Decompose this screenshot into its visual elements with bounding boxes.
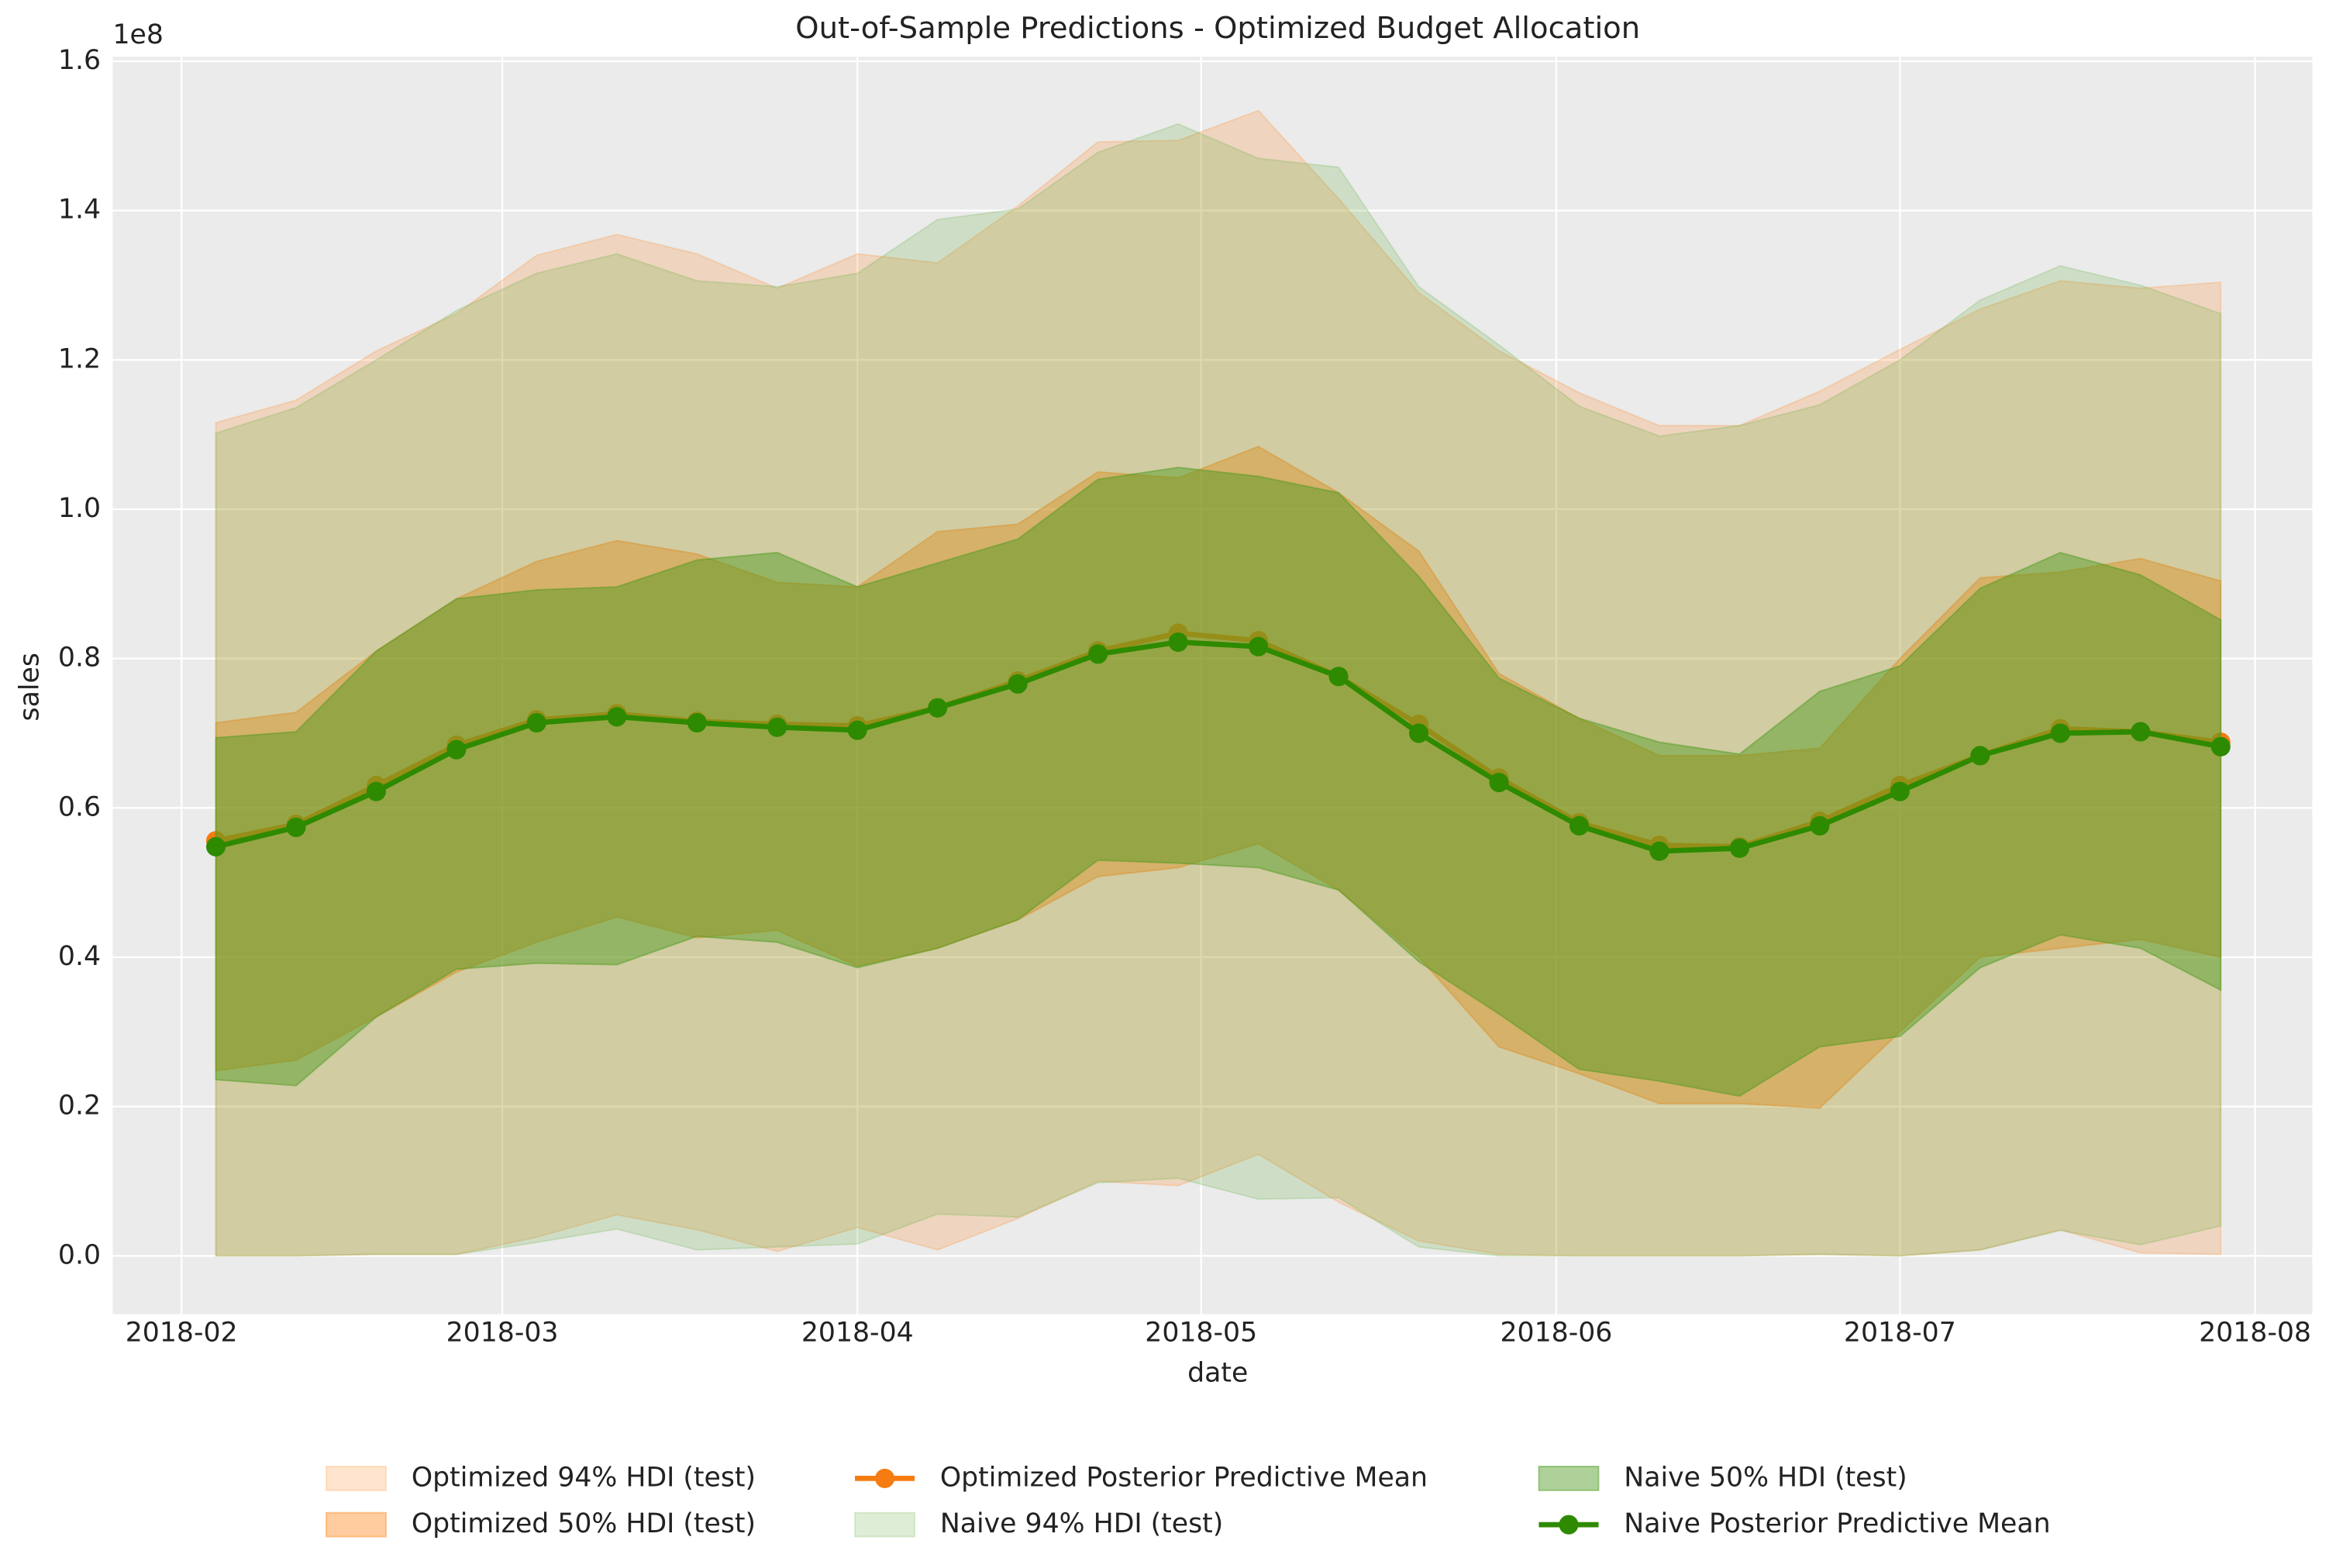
mean-point bbox=[1008, 674, 1028, 694]
mean-point bbox=[2050, 723, 2070, 743]
mean-point bbox=[1649, 841, 1669, 861]
hdi-band bbox=[215, 122, 2222, 1257]
chart-title: Out-of-Sample Predictions - Optimized Bu… bbox=[795, 11, 1640, 46]
mean-point bbox=[1168, 632, 1188, 652]
y-tick-label: 1.2 bbox=[58, 343, 101, 374]
mean-point bbox=[1409, 723, 1429, 743]
y-tick-label: 0.8 bbox=[58, 643, 101, 674]
legend-swatch bbox=[1559, 1515, 1579, 1535]
mean-line bbox=[215, 630, 2221, 849]
legend-swatch bbox=[854, 1511, 916, 1538]
mean-point bbox=[1810, 815, 1830, 836]
x-tick-label: 2018-07 bbox=[1844, 1318, 1956, 1349]
y-tick-label: 0.2 bbox=[58, 1091, 101, 1122]
y-tick-label: 1.0 bbox=[58, 493, 101, 524]
legend-label: Naive 94% HDI (test) bbox=[940, 1508, 1223, 1539]
legend-label: Naive Posterior Predictive Mean bbox=[1624, 1508, 2050, 1539]
legend-label: Optimized 94% HDI (test) bbox=[412, 1462, 756, 1493]
mean-point bbox=[1328, 667, 1349, 687]
x-axis-label: date bbox=[1187, 1358, 1248, 1389]
legend-swatch bbox=[326, 1466, 388, 1491]
mean-point bbox=[526, 712, 546, 733]
mean-point bbox=[767, 717, 787, 737]
mean-point bbox=[446, 739, 467, 760]
legend-label: Optimized 50% HDI (test) bbox=[412, 1508, 756, 1539]
hdi-band bbox=[215, 109, 2222, 1257]
legend-swatch bbox=[1538, 1466, 1600, 1491]
x-tick-label: 2018-04 bbox=[801, 1318, 914, 1349]
mean-point bbox=[1249, 636, 1269, 656]
legend-label: Optimized Posterior Predictive Mean bbox=[940, 1462, 1428, 1493]
mean-point bbox=[847, 720, 867, 740]
mean-point bbox=[1970, 746, 1990, 766]
legend-swatch bbox=[326, 1511, 388, 1538]
mean-point bbox=[286, 817, 306, 837]
plot-area bbox=[112, 57, 2313, 1315]
mean-point bbox=[206, 836, 226, 856]
y-offset-label: 1e8 bbox=[112, 19, 163, 50]
y-tick-label: 0.0 bbox=[58, 1239, 101, 1270]
mean-point bbox=[366, 781, 386, 801]
y-axis-label: sales bbox=[15, 653, 46, 721]
x-tick-label: 2018-03 bbox=[446, 1318, 559, 1349]
mean-point bbox=[1729, 838, 1749, 858]
y-tick-label: 1.6 bbox=[58, 45, 101, 76]
y-tick-label: 0.4 bbox=[58, 941, 101, 972]
x-tick-label: 2018-02 bbox=[126, 1318, 238, 1349]
mean-line bbox=[215, 639, 2221, 854]
y-tick-label: 1.4 bbox=[58, 195, 101, 226]
hdi-band bbox=[215, 446, 2222, 1109]
x-tick-label: 2018-08 bbox=[2199, 1318, 2311, 1349]
mean-point bbox=[1569, 815, 1590, 836]
x-tick-label: 2018-06 bbox=[1500, 1318, 1612, 1349]
mean-point bbox=[1489, 773, 1509, 793]
mean-point bbox=[1890, 781, 1910, 801]
hdi-band bbox=[215, 467, 2222, 1098]
legend-swatch bbox=[875, 1468, 895, 1488]
legend-label: Naive 50% HDI (test) bbox=[1624, 1462, 1907, 1493]
mean-point bbox=[928, 698, 948, 718]
mean-point bbox=[607, 707, 627, 727]
mean-point bbox=[2131, 722, 2151, 742]
y-tick-label: 0.6 bbox=[58, 791, 101, 822]
x-tick-label: 2018-05 bbox=[1145, 1318, 1257, 1349]
mean-point bbox=[2210, 736, 2231, 756]
mean-point bbox=[1088, 644, 1108, 664]
mean-point bbox=[687, 712, 707, 733]
